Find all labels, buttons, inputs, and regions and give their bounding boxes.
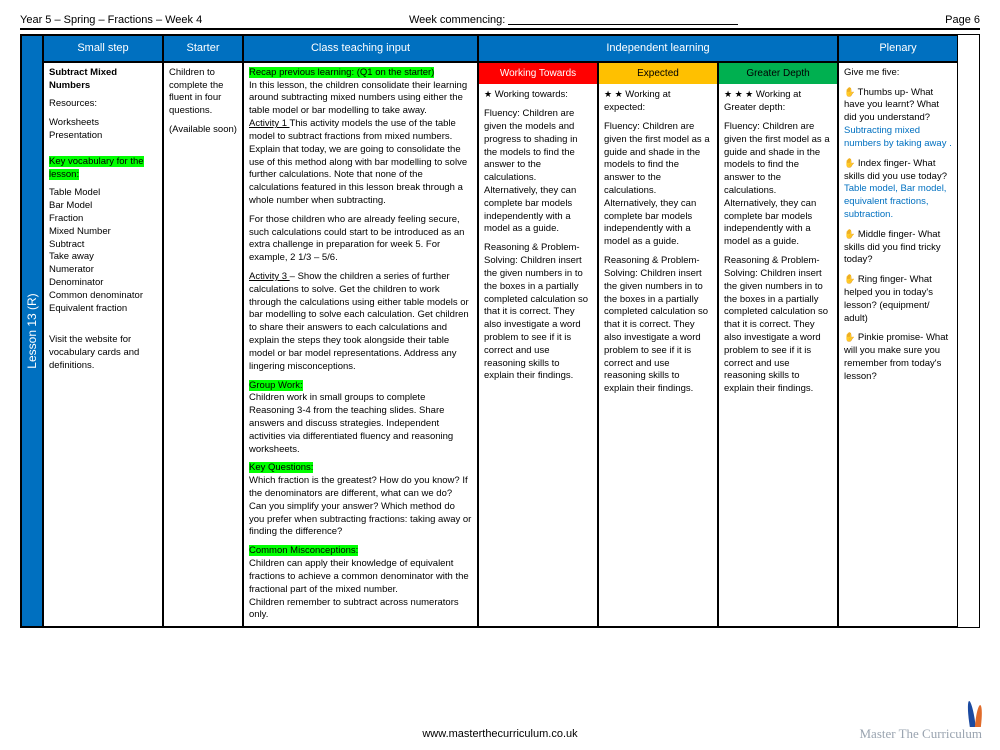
misc-label: Common Misconceptions: — [249, 545, 358, 556]
plenary-intro: Give me five: — [844, 67, 952, 80]
recap-text: In this lesson, the children consolidate… — [249, 80, 472, 118]
cell-gd: Greater Depth ★ ★ ★ Working at Greater d… — [718, 62, 838, 627]
ex-fluency: Fluency: Children are given the first mo… — [604, 121, 712, 249]
middle-text: Middle finger- What skills did you find … — [844, 229, 941, 266]
recap-label: Recap previous learning: (Q1 on the star… — [249, 67, 434, 78]
cell-smallstep: Subtract Mixed Numbers Resources: Worksh… — [43, 62, 163, 627]
misc2-text: Children remember to subtract across num… — [249, 597, 472, 623]
hdr-classinput: Class teaching input — [243, 35, 478, 62]
starter-p1: Children to complete the fluent in four … — [169, 67, 237, 118]
wt-fluency: Fluency: Children are given the models a… — [484, 108, 592, 236]
subhdr-wt: Working Towards — [479, 63, 597, 85]
top-mid: Week commencing: — [202, 14, 945, 26]
act1-text: This activity models the use of the tabl… — [249, 118, 467, 206]
ex-stars: ★ ★ — [604, 89, 623, 99]
brand-logo: Master The Curriculum — [859, 699, 982, 742]
hdr-independent: Independent learning — [478, 35, 838, 62]
blank-line — [508, 15, 738, 25]
footer-url: www.masterthecurriculum.co.uk — [0, 728, 1000, 740]
thumb-icon: ✋ — [844, 87, 855, 97]
cell-ex: Expected ★ ★ Working at expected: Fluenc… — [598, 62, 718, 627]
act1-label: Activity 1 — [249, 118, 289, 129]
week-commencing-label: Week commencing: — [409, 14, 505, 26]
wt-stars: ★ — [484, 89, 492, 99]
subhdr-gd: Greater Depth — [719, 63, 837, 85]
smallstep-title: Subtract Mixed Numbers — [49, 67, 157, 93]
brand-text: Master The Curriculum — [859, 726, 982, 741]
gd-stars: ★ ★ ★ — [724, 89, 753, 99]
lesson-grid: Lesson 13 (R) Small step Starter Class t… — [20, 34, 980, 628]
subhdr-ex: Expected — [599, 63, 717, 85]
hdr-smallstep: Small step — [43, 35, 163, 62]
act3-label: Activity 3 — [249, 271, 290, 282]
ring-text: Ring finger- What helped you in today's … — [844, 274, 933, 323]
vocab-list: Table Model Bar Model Fraction Mixed Num… — [49, 187, 157, 315]
wt-head: Working towards: — [492, 89, 568, 100]
ex-rps: Reasoning & Problem-Solving: Children in… — [604, 255, 712, 396]
act3-text: – Show the children a series of further … — [249, 271, 469, 372]
starter-p2: (Available soon) — [169, 124, 237, 137]
index-text: Index finger- What skills did you use to… — [844, 158, 947, 182]
hdr-plenary: Plenary — [838, 35, 958, 62]
gd-fluency: Fluency: Children are given the first mo… — [724, 121, 832, 249]
thumb-blue: Subtracting mixed numbers by taking away… — [844, 125, 952, 149]
keyq-text: Which fraction is the greatest? How do y… — [249, 475, 472, 539]
group-text: Children work in small groups to complet… — [249, 392, 472, 456]
cell-starter: Children to complete the fluent in four … — [163, 62, 243, 627]
flame-icon — [968, 699, 982, 727]
hdr-starter: Starter — [163, 35, 243, 62]
act1b-text: For those children who are already feeli… — [249, 214, 472, 265]
cell-classinput: Recap previous learning: (Q1 on the star… — [243, 62, 478, 627]
resources-label: Resources: — [49, 98, 157, 111]
ring-icon: ✋ — [844, 274, 855, 284]
group-label: Group Work: — [249, 380, 303, 391]
pinkie-text: Pinkie promise- What will you make sure … — [844, 332, 948, 381]
top-left: Year 5 – Spring – Fractions – Week 4 — [20, 14, 202, 26]
index-blue: Table model, Bar model, equivalent fract… — [844, 183, 946, 220]
cell-wt: Working Towards ★ Working towards: Fluen… — [478, 62, 598, 627]
resource-1: Worksheets — [49, 117, 157, 130]
keyvocab-label: Key vocabulary for the lesson: — [49, 156, 144, 180]
pinkie-icon: ✋ — [844, 332, 855, 342]
lesson-sidelabel: Lesson 13 (R) — [21, 35, 43, 627]
wt-rps: Reasoning & Problem-Solving: Children in… — [484, 242, 592, 383]
top-right: Page 6 — [945, 14, 980, 26]
index-icon: ✋ — [844, 158, 855, 168]
thumb-text: Thumbs up- What have you learnt? What di… — [844, 87, 939, 124]
keyq-label: Key Questions: — [249, 462, 313, 473]
lesson-number: Lesson 13 (R) — [24, 293, 40, 368]
cell-plenary: Give me five: ✋ Thumbs up- What have you… — [838, 62, 958, 627]
top-bar: Year 5 – Spring – Fractions – Week 4 Wee… — [20, 14, 980, 30]
resource-2: Presentation — [49, 130, 157, 143]
gd-rps: Reasoning & Problem-Solving: Children in… — [724, 255, 832, 396]
middle-icon: ✋ — [844, 229, 855, 239]
misc1-text: Children can apply their knowledge of eq… — [249, 558, 472, 596]
visit-text: Visit the website for vocabulary cards a… — [49, 334, 157, 372]
